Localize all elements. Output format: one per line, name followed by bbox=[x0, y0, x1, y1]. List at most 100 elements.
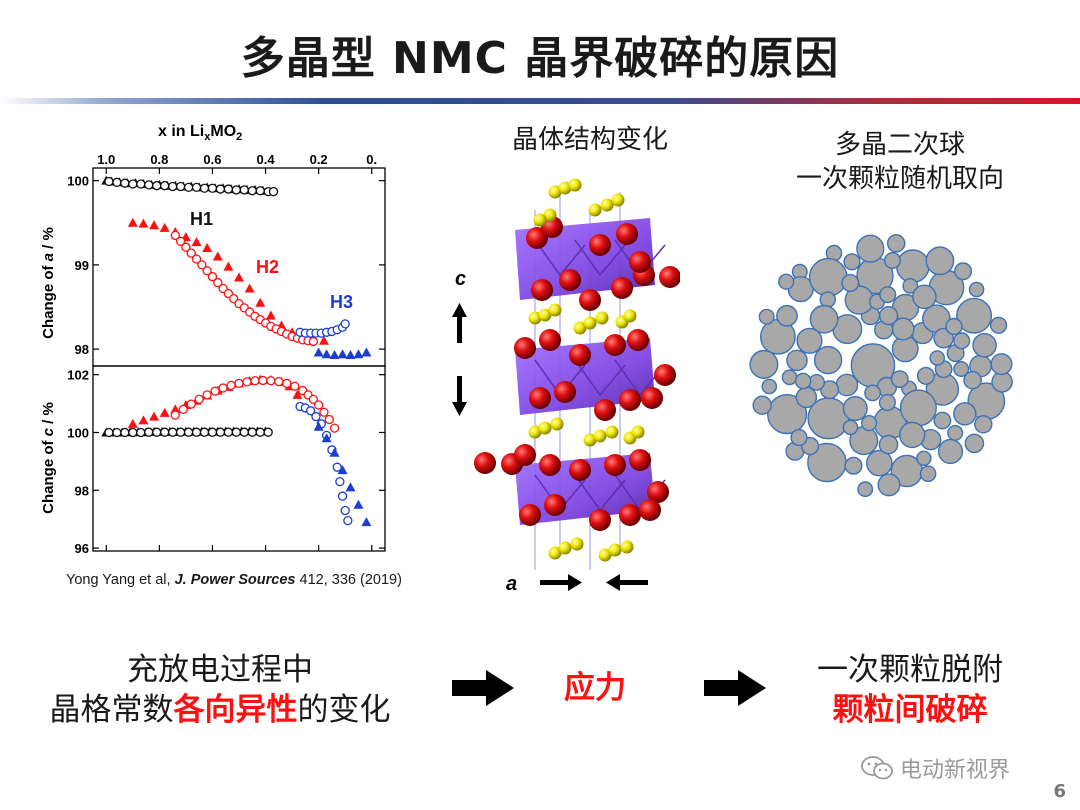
y-tick-label: 98 bbox=[75, 342, 89, 357]
top-tick-label: 0. bbox=[366, 152, 377, 167]
oxygen-atom bbox=[541, 216, 563, 238]
annotation-h1: H1 bbox=[190, 209, 213, 229]
top-series-1-point bbox=[247, 186, 257, 196]
citation-authors: Yong Yang et al, bbox=[66, 572, 175, 588]
bottom-series-3-point bbox=[242, 377, 252, 387]
stress-label: 应力 bbox=[564, 670, 626, 706]
top-tick-label: 0.2 bbox=[310, 152, 328, 167]
bottom-series-1-point bbox=[136, 427, 146, 438]
citation-details: 412, 336 (2019) bbox=[295, 572, 402, 588]
lithium-atom bbox=[620, 540, 634, 554]
top-series-3-point bbox=[170, 230, 180, 241]
page-title: 多晶型 NMC 晶界破碎的原因 bbox=[240, 33, 840, 84]
oxygen-atom bbox=[569, 459, 591, 481]
bottom-series-3-point bbox=[282, 378, 292, 388]
primary-particle bbox=[879, 286, 897, 304]
bottom-series-4-point bbox=[311, 411, 321, 422]
bottom-right-text: 一次颗粒脱附 颗粒间破碎 bbox=[780, 650, 1040, 730]
lithium-atom bbox=[583, 316, 597, 330]
a-axis-arrows bbox=[540, 574, 648, 591]
top-series-2-point bbox=[191, 237, 202, 247]
lithium-atom bbox=[528, 425, 542, 439]
oxygen-atom bbox=[514, 337, 536, 359]
lithium-atom bbox=[558, 541, 572, 555]
top-series-3-point bbox=[186, 248, 196, 258]
lithium-atom bbox=[593, 429, 607, 443]
primary-particle bbox=[883, 252, 901, 270]
bottom-series-1-point bbox=[199, 427, 210, 437]
top-series-3-point bbox=[197, 260, 207, 270]
bottom-series-4-point bbox=[340, 505, 350, 516]
primary-particle bbox=[857, 481, 874, 498]
primary-particle bbox=[856, 234, 885, 263]
bottom-series-3-point bbox=[186, 399, 196, 409]
lithium-atom bbox=[538, 421, 552, 435]
primary-particle bbox=[902, 278, 919, 294]
page-number: 6 bbox=[1053, 781, 1066, 802]
primary-particle bbox=[898, 421, 926, 449]
primary-particle bbox=[890, 370, 909, 389]
top-series-3-point bbox=[213, 277, 223, 288]
top-series-1-point bbox=[120, 178, 130, 188]
oxygen-atom bbox=[604, 334, 626, 356]
bottom-series-1-point bbox=[231, 427, 241, 437]
bottom-series-1-point bbox=[207, 427, 218, 437]
top-series-5-point bbox=[361, 347, 372, 357]
top-series-3-point bbox=[181, 242, 191, 252]
lithium-atom bbox=[533, 213, 547, 227]
bottom-series-5-point bbox=[353, 499, 364, 509]
top-series-5-point bbox=[337, 349, 348, 359]
bottom-series-5-point bbox=[361, 517, 372, 527]
oxygen-atom bbox=[629, 449, 651, 471]
lithium-atom bbox=[605, 425, 619, 439]
top-series-2-point bbox=[212, 251, 223, 261]
bottom-series-1-point bbox=[191, 427, 202, 437]
top-series-2-point bbox=[138, 218, 149, 228]
primary-particle bbox=[842, 419, 859, 436]
lithium-atom bbox=[538, 308, 552, 322]
y-tick-label: 100 bbox=[67, 425, 89, 440]
oxygen-atom bbox=[647, 481, 669, 503]
oxygen-atom bbox=[627, 329, 649, 351]
oxygen-atom bbox=[629, 251, 651, 273]
bottom-series-3-point bbox=[194, 394, 204, 404]
polycrystal-heading: 多晶二次球 一次颗粒随机取向 bbox=[760, 128, 1040, 196]
lithium-atom bbox=[550, 417, 564, 431]
primary-particle bbox=[877, 473, 901, 497]
primary-particle bbox=[895, 249, 930, 284]
top-series-2-point bbox=[234, 272, 244, 282]
right-arrow-icon bbox=[452, 670, 514, 706]
atom-spheres bbox=[474, 178, 680, 562]
top-series-1-point bbox=[268, 186, 279, 197]
oxygen-atom bbox=[559, 269, 581, 291]
oxygen-atom bbox=[616, 223, 638, 245]
primary-particle bbox=[781, 369, 798, 386]
top-series-1-point bbox=[175, 181, 186, 192]
bottom-series-2-point bbox=[292, 389, 303, 399]
bottom-series-group bbox=[101, 374, 372, 527]
primary-particle bbox=[937, 438, 964, 465]
primary-particle bbox=[794, 372, 812, 390]
oxygen-atom bbox=[531, 279, 553, 301]
anisotropy-highlight: 各向异性 bbox=[173, 692, 298, 728]
lithium-atom bbox=[568, 178, 582, 192]
top-series-2-point bbox=[255, 297, 266, 307]
primary-particle bbox=[899, 389, 937, 427]
primary-particle bbox=[861, 415, 878, 432]
top-series-1-point bbox=[167, 181, 178, 192]
lithium-atom bbox=[595, 311, 609, 325]
top-series-2-point bbox=[149, 220, 160, 230]
primary-particle bbox=[954, 262, 973, 281]
oxygen-atom bbox=[514, 444, 536, 466]
top-axis-label: x in LixMO2 bbox=[158, 123, 242, 143]
primary-particle bbox=[778, 273, 795, 290]
primary-particle bbox=[972, 333, 997, 358]
lithium-atom bbox=[611, 193, 625, 207]
primary-particle bbox=[925, 246, 955, 276]
bottom-left-text: 充放电过程中 晶格常数各向异性的变化 bbox=[40, 650, 400, 730]
primary-particle bbox=[879, 305, 899, 326]
bottom-series-3-point bbox=[313, 400, 324, 410]
primary-particle bbox=[844, 456, 863, 475]
c-axis-label: c bbox=[455, 268, 466, 290]
watermark: 电动新视界 bbox=[860, 752, 1010, 784]
